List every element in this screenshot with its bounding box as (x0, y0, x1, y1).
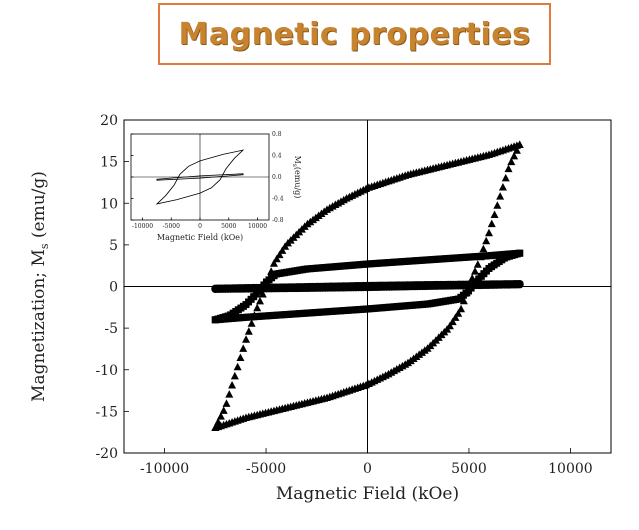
triangle-point (239, 344, 248, 352)
x-tick-label: 0 (198, 223, 202, 230)
triangle-point (281, 242, 290, 250)
triangle-point (454, 309, 463, 317)
triangle-point (451, 313, 460, 321)
x-tick-label: -5000 (163, 223, 180, 230)
triangle-point (228, 381, 237, 389)
triangle-point (457, 304, 466, 313)
triangle-point (490, 210, 499, 218)
triangle-point (471, 267, 480, 275)
main-series-group (211, 140, 524, 432)
inset-x-axis-title: Magnetic Field (kOe) (157, 233, 243, 242)
y-tick-label: 20 (100, 113, 118, 129)
triangle-point (496, 192, 505, 200)
triangle-point (482, 236, 491, 245)
y-tick-label: 0 (109, 280, 118, 296)
inset-plot: -10000 -5000 0 5000 10000 -0.8 -0.4 0.0 0.4 0.8 M… (130, 131, 302, 242)
x-tick-label: -10000 (132, 223, 153, 230)
y-tick-label: 10 (100, 196, 118, 212)
series-triangle (211, 140, 524, 432)
circle-point (515, 280, 524, 289)
triangle-point (230, 371, 239, 380)
triangle-point (255, 296, 264, 305)
triangle-point (247, 319, 256, 327)
y-tick-label: 15 (100, 155, 118, 171)
inset-loop-1 (156, 173, 244, 181)
triangle-point (479, 244, 488, 253)
x-tick-label: 5000 (221, 223, 236, 230)
triangle-point (445, 321, 454, 330)
main-y-axis-title-main: Magnetization; M (29, 249, 49, 402)
triangle-point (473, 260, 482, 268)
x-tick-label: -10000 (140, 461, 189, 477)
slide-title: Magnetic properties (178, 16, 531, 52)
main-y-axis-title-unit: (emu/g) (29, 171, 49, 243)
x-tick-label: -5000 (246, 461, 286, 477)
inset-y-axis-title-main: M (293, 156, 302, 164)
triangle-point (512, 146, 521, 154)
x-tick-label: 10000 (248, 223, 267, 230)
y-tick-label: -0.8 (272, 217, 284, 224)
triangle-point (510, 151, 519, 160)
y-tick-label: -20 (95, 446, 118, 462)
y-tick-label: -5 (104, 321, 118, 337)
square-point (516, 249, 524, 257)
triangle-point (219, 406, 228, 414)
series-circle (211, 280, 524, 293)
triangle-point (278, 246, 287, 254)
triangle-point (501, 173, 510, 182)
main-plot: -10000 -5000 0 5000 10000 -20 -15 -10 -5 0 5 10 15 20… (29, 113, 612, 504)
triangle-point (448, 317, 457, 326)
inset-y-axis-title: Ms(emu/g) (291, 156, 302, 199)
x-tick-label: 10000 (548, 461, 593, 477)
triangle-point (258, 290, 267, 298)
main-y-axis-title: Magnetization; Ms (emu/g) (29, 171, 51, 402)
main-ticks: -10000 -5000 0 5000 10000 -20 -15 -10 -5 0 5 10 15 20 (95, 113, 592, 477)
x-tick-label: 0 (363, 461, 372, 477)
triangle-point (236, 353, 245, 362)
inset-loop-0 (155, 149, 245, 205)
triangle-point (275, 250, 284, 259)
triangle-point (222, 399, 231, 407)
inset-series-group (155, 149, 245, 205)
y-tick-label: 0.0 (272, 174, 282, 181)
triangle-point (487, 219, 496, 228)
slide-title-box: Magnetic properties (158, 3, 551, 65)
triangle-point (269, 259, 278, 267)
triangle-point (216, 412, 225, 420)
triangle-point (484, 228, 493, 237)
y-tick-label: -15 (95, 404, 118, 420)
triangle-point (242, 335, 251, 343)
y-tick-label: -0.4 (272, 196, 284, 203)
x-tick-label: 5000 (451, 461, 487, 477)
inset-y-axis-title-unit: (emu/g) (293, 167, 302, 199)
inset-zero-lines (131, 134, 269, 220)
triangle-point (253, 303, 262, 312)
triangle-point (233, 362, 242, 371)
y-tick-label: -10 (95, 363, 118, 379)
y-tick-label: 5 (109, 238, 118, 254)
inset-ticks: -10000 -5000 0 5000 10000 -0.8 -0.4 0.0 0.4 0.8 (131, 131, 284, 230)
triangle-point (272, 254, 281, 263)
triangle-point (507, 157, 516, 166)
y-tick-label: 0.8 (272, 131, 282, 138)
main-y-axis-title-sub: s (38, 243, 51, 249)
triangle-point (244, 327, 253, 335)
triangle-point (504, 164, 513, 173)
y-tick-label: 0.4 (272, 153, 282, 160)
triangle-point (498, 182, 507, 191)
main-x-axis-title: Magnetic Field (kOe) (276, 484, 459, 504)
triangle-point (493, 201, 502, 209)
inset-y-axis-title-sub: s (291, 164, 298, 167)
triangle-point (515, 140, 524, 148)
triangle-point (225, 390, 234, 398)
